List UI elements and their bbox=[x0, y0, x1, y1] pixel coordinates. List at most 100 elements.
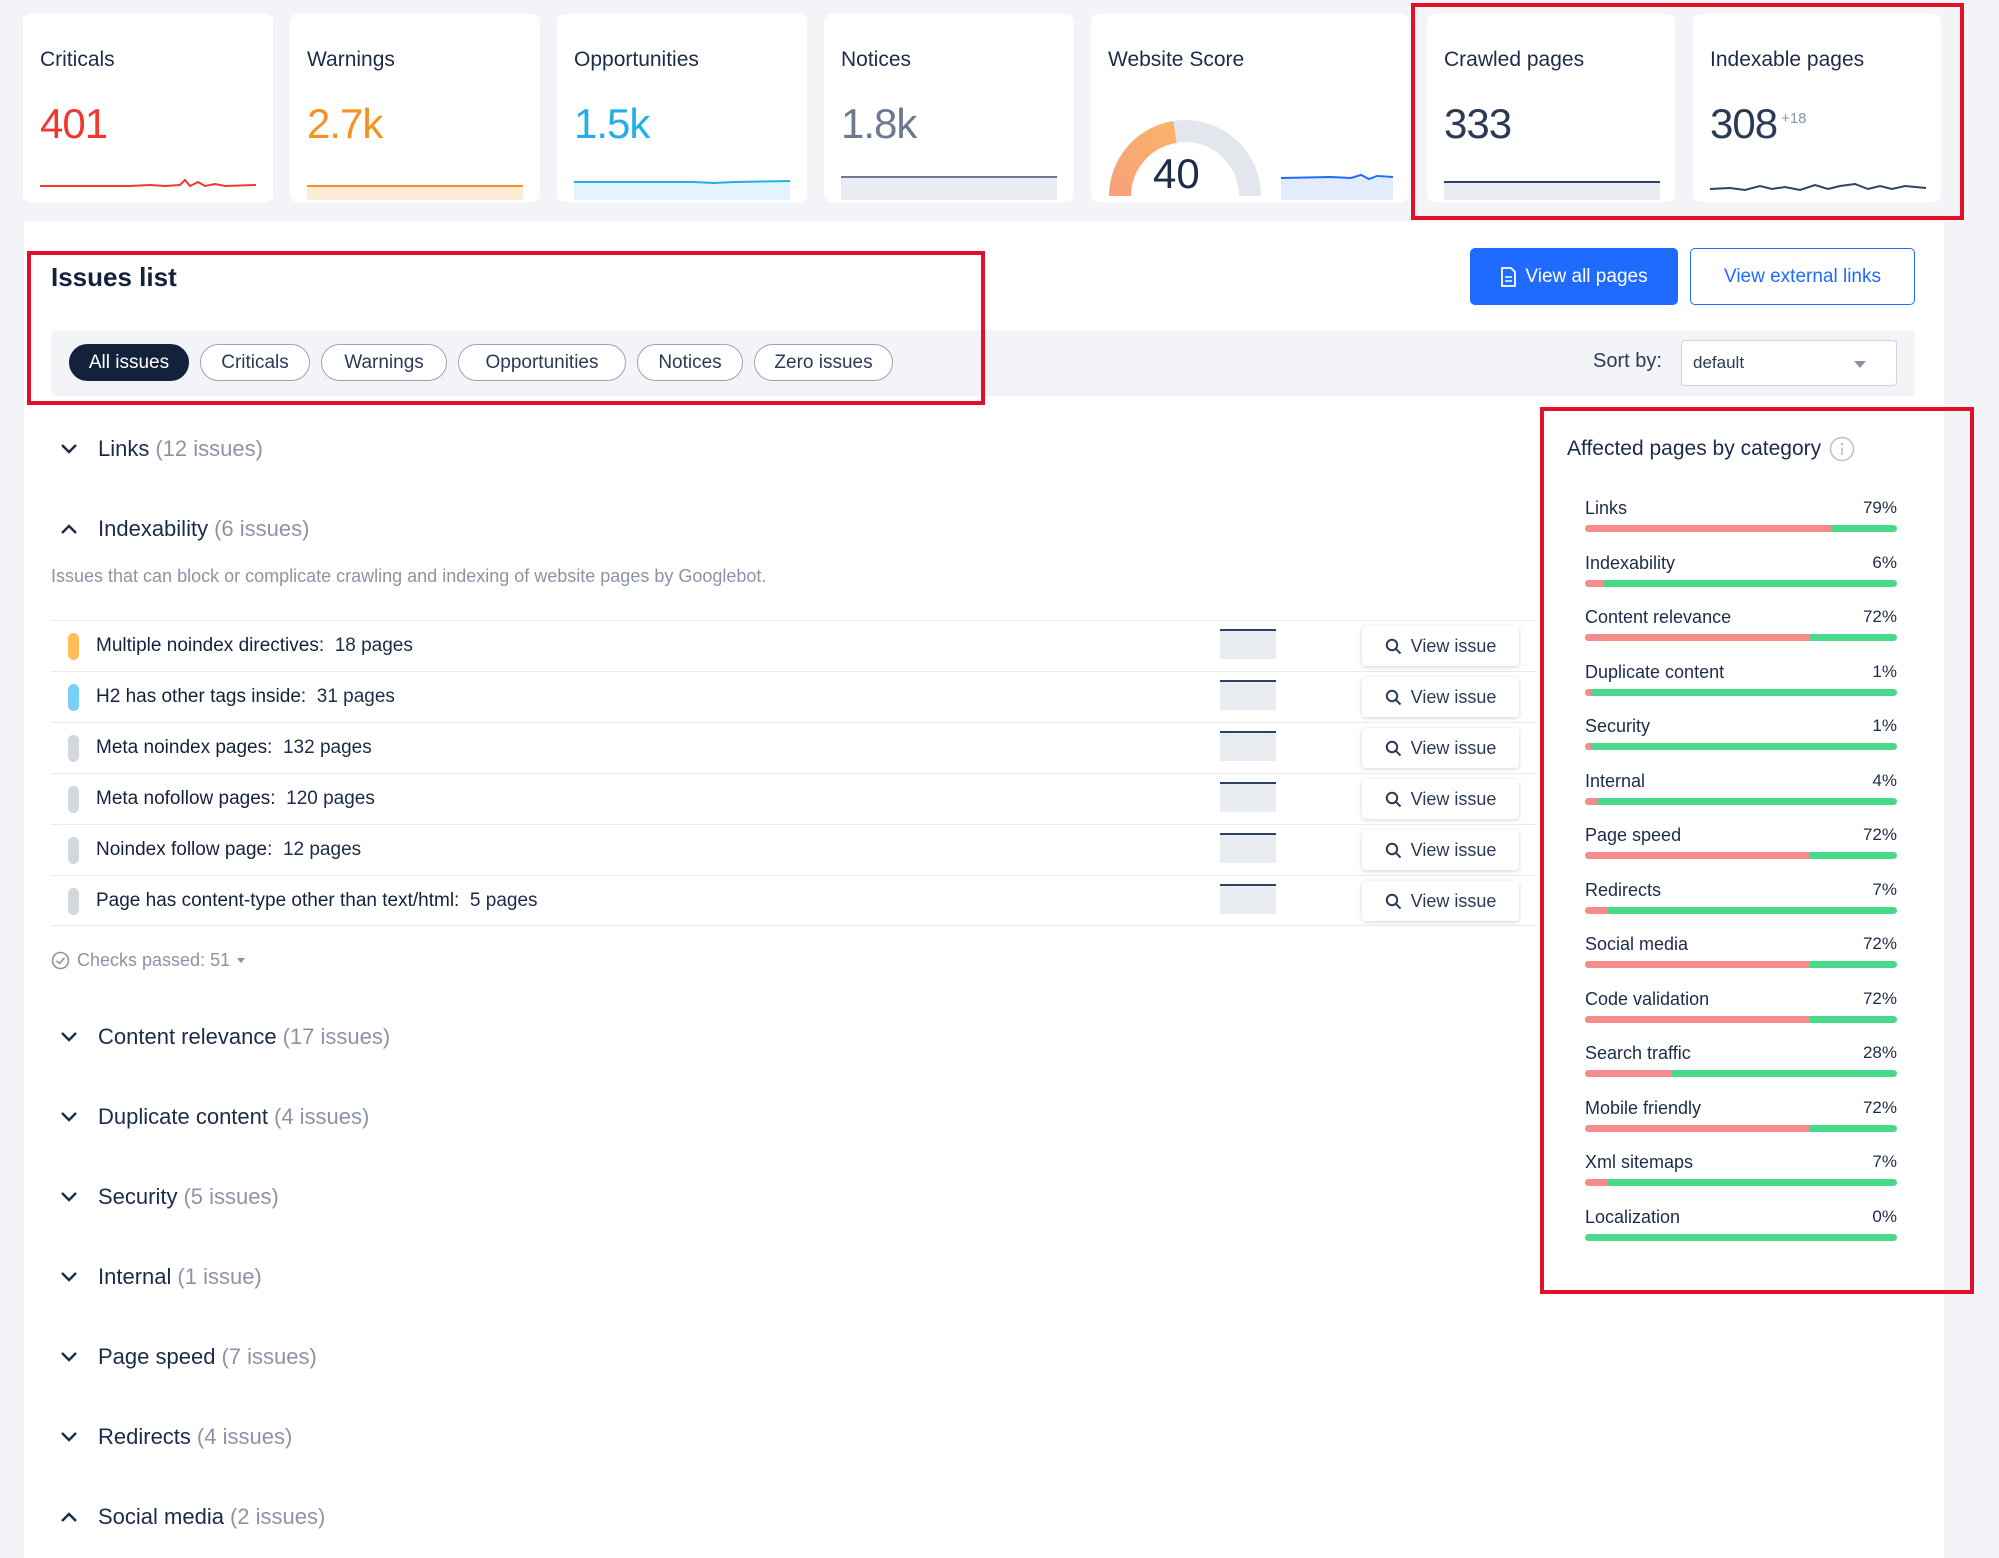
category-count: (4 issues) bbox=[274, 1104, 370, 1129]
category-links[interactable]: Links (12 issues) bbox=[57, 436, 263, 462]
category-redirects[interactable]: Redirects (4 issues) bbox=[57, 1424, 292, 1450]
category-internal[interactable]: Internal (1 issue) bbox=[57, 1264, 262, 1290]
category-name: Internal bbox=[98, 1264, 172, 1289]
affected-bar bbox=[1585, 1124, 1897, 1132]
category-page-speed[interactable]: Page speed (7 issues) bbox=[57, 1344, 317, 1370]
affected-bar bbox=[1585, 961, 1897, 968]
view-external-links-button[interactable]: View external links bbox=[1690, 248, 1915, 305]
category-duplicate-content[interactable]: Duplicate content (4 issues) bbox=[57, 1104, 369, 1130]
main-panel bbox=[24, 222, 1944, 1558]
card-title: Notices bbox=[841, 48, 912, 71]
affected-percent: 72% bbox=[1862, 988, 1897, 1008]
card-value: 1.5k bbox=[574, 100, 650, 147]
issue-trend-chart bbox=[1220, 884, 1276, 914]
chevron-up-icon bbox=[61, 524, 77, 534]
affected-title-text: Affected pages by category bbox=[1567, 437, 1822, 460]
affected-bar bbox=[1585, 634, 1897, 641]
view-issue-label: View issue bbox=[1410, 635, 1497, 656]
category-social-media[interactable]: Social media (2 issues) bbox=[57, 1504, 325, 1530]
affected-bar-fill bbox=[1585, 688, 1592, 696]
affected-category-name: Links bbox=[1585, 498, 1628, 518]
category-count: (1 issue) bbox=[177, 1264, 262, 1289]
view-issue-label: View issue bbox=[1410, 686, 1497, 707]
issue-row: Meta noindex pages: 132 pages View issue bbox=[51, 722, 1536, 773]
category-content-relevance[interactable]: Content relevance (17 issues) bbox=[57, 1024, 390, 1050]
affected-bar bbox=[1585, 1015, 1897, 1023]
card-value: 2.7k bbox=[307, 100, 383, 147]
caret-down-icon bbox=[237, 958, 246, 963]
affected-bar bbox=[1585, 525, 1897, 532]
filter-warnings[interactable]: Warnings bbox=[321, 344, 447, 381]
affected-bar bbox=[1585, 852, 1897, 859]
checks-passed-label: Checks passed: 51 bbox=[77, 950, 231, 970]
issue-trend-chart bbox=[1220, 833, 1276, 863]
affected-bar-fill bbox=[1585, 743, 1592, 750]
affected-category-name: Localization bbox=[1585, 1206, 1681, 1227]
view-issue-label: View issue bbox=[1410, 890, 1497, 911]
category-name: Indexability bbox=[98, 516, 209, 541]
affected-bar-fill bbox=[1585, 852, 1810, 859]
card-title: Indexable pages bbox=[1710, 48, 1865, 71]
category-name: Links bbox=[98, 436, 150, 461]
indexable-sparkline bbox=[1710, 182, 1926, 192]
issue-pages: 120 pages bbox=[286, 788, 375, 809]
category-name: Redirects bbox=[98, 1424, 191, 1449]
chevron-up-icon bbox=[61, 1512, 77, 1522]
affected-pages-title: Affected pages by category bbox=[1567, 436, 1855, 462]
crawled-sparkline bbox=[1444, 181, 1660, 200]
category-name: Content relevance bbox=[98, 1024, 277, 1049]
card-title: Criticals bbox=[40, 48, 115, 71]
affected-bar bbox=[1585, 579, 1897, 587]
issue-trend-chart bbox=[1220, 731, 1276, 761]
affected-bar bbox=[1585, 1233, 1897, 1241]
score-sparkline bbox=[1281, 173, 1393, 200]
card-value: 401 bbox=[40, 100, 108, 147]
website-score-card[interactable]: Website Score 40 bbox=[1091, 14, 1409, 202]
chevron-down-icon bbox=[61, 1352, 77, 1362]
filter-criticals[interactable]: Criticals bbox=[200, 344, 310, 381]
info-icon[interactable] bbox=[1829, 436, 1855, 462]
affected-category-name: Mobile friendly bbox=[1585, 1097, 1702, 1118]
sort-select[interactable]: default bbox=[1681, 340, 1897, 386]
crawled-pages-card[interactable]: Crawled pages 333 bbox=[1427, 14, 1675, 202]
criticals-sparkline bbox=[40, 178, 256, 188]
opportunities-card[interactable]: Opportunities 1.5k bbox=[557, 14, 807, 202]
affected-bar-fill bbox=[1585, 1179, 1607, 1186]
view-issue-button[interactable]: View issue bbox=[1362, 881, 1519, 921]
checks-passed-toggle[interactable]: Checks passed: 51 bbox=[51, 950, 246, 971]
view-issue-button[interactable]: View issue bbox=[1362, 779, 1519, 819]
filter-notices[interactable]: Notices bbox=[637, 344, 743, 381]
issue-row: Meta nofollow pages: 120 pages View issu… bbox=[51, 773, 1536, 824]
affected-row: Indexability 6% bbox=[1585, 553, 1897, 593]
notices-card[interactable]: Notices 1.8k bbox=[824, 14, 1074, 202]
category-count: (12 issues) bbox=[155, 436, 263, 461]
view-issue-button[interactable]: View issue bbox=[1362, 830, 1519, 870]
category-security[interactable]: Security (5 issues) bbox=[57, 1184, 279, 1210]
indexable-value: 308 bbox=[1710, 100, 1778, 147]
notices-sparkline bbox=[841, 176, 1057, 200]
affected-row: Security 1% bbox=[1585, 716, 1897, 756]
category-indexability[interactable]: Indexability (6 issues) bbox=[57, 516, 309, 542]
card-value: 333 bbox=[1444, 100, 1512, 147]
severity-indicator bbox=[68, 684, 79, 711]
view-all-pages-button[interactable]: View all pages bbox=[1470, 248, 1678, 305]
affected-category-name: Duplicate content bbox=[1585, 661, 1725, 682]
affected-percent: 72% bbox=[1862, 607, 1897, 626]
affected-percent: 28% bbox=[1862, 1043, 1897, 1062]
warnings-card[interactable]: Warnings 2.7k bbox=[290, 14, 540, 202]
filter-opportunities[interactable]: Opportunities bbox=[458, 344, 626, 381]
affected-bar-fill bbox=[1585, 797, 1598, 805]
affected-bar-fill bbox=[1585, 579, 1604, 587]
view-issue-button[interactable]: View issue bbox=[1362, 728, 1519, 768]
filter-zero-issues[interactable]: Zero issues bbox=[754, 344, 893, 381]
view-issue-button[interactable]: View issue bbox=[1362, 626, 1519, 666]
affected-row: Social media 72% bbox=[1585, 934, 1897, 974]
view-issue-button[interactable]: View issue bbox=[1362, 677, 1519, 717]
affected-category-name: Xml sitemaps bbox=[1585, 1152, 1694, 1172]
score-value: 40 bbox=[1153, 150, 1200, 197]
indexable-pages-card[interactable]: Indexable pages 308 +18 bbox=[1693, 14, 1941, 202]
filter-all-issues[interactable]: All issues bbox=[69, 344, 189, 381]
criticals-card[interactable]: Criticals 401 bbox=[23, 14, 273, 202]
issue-text: Noindex follow page: 12 pages bbox=[96, 839, 361, 861]
severity-indicator bbox=[68, 633, 79, 660]
